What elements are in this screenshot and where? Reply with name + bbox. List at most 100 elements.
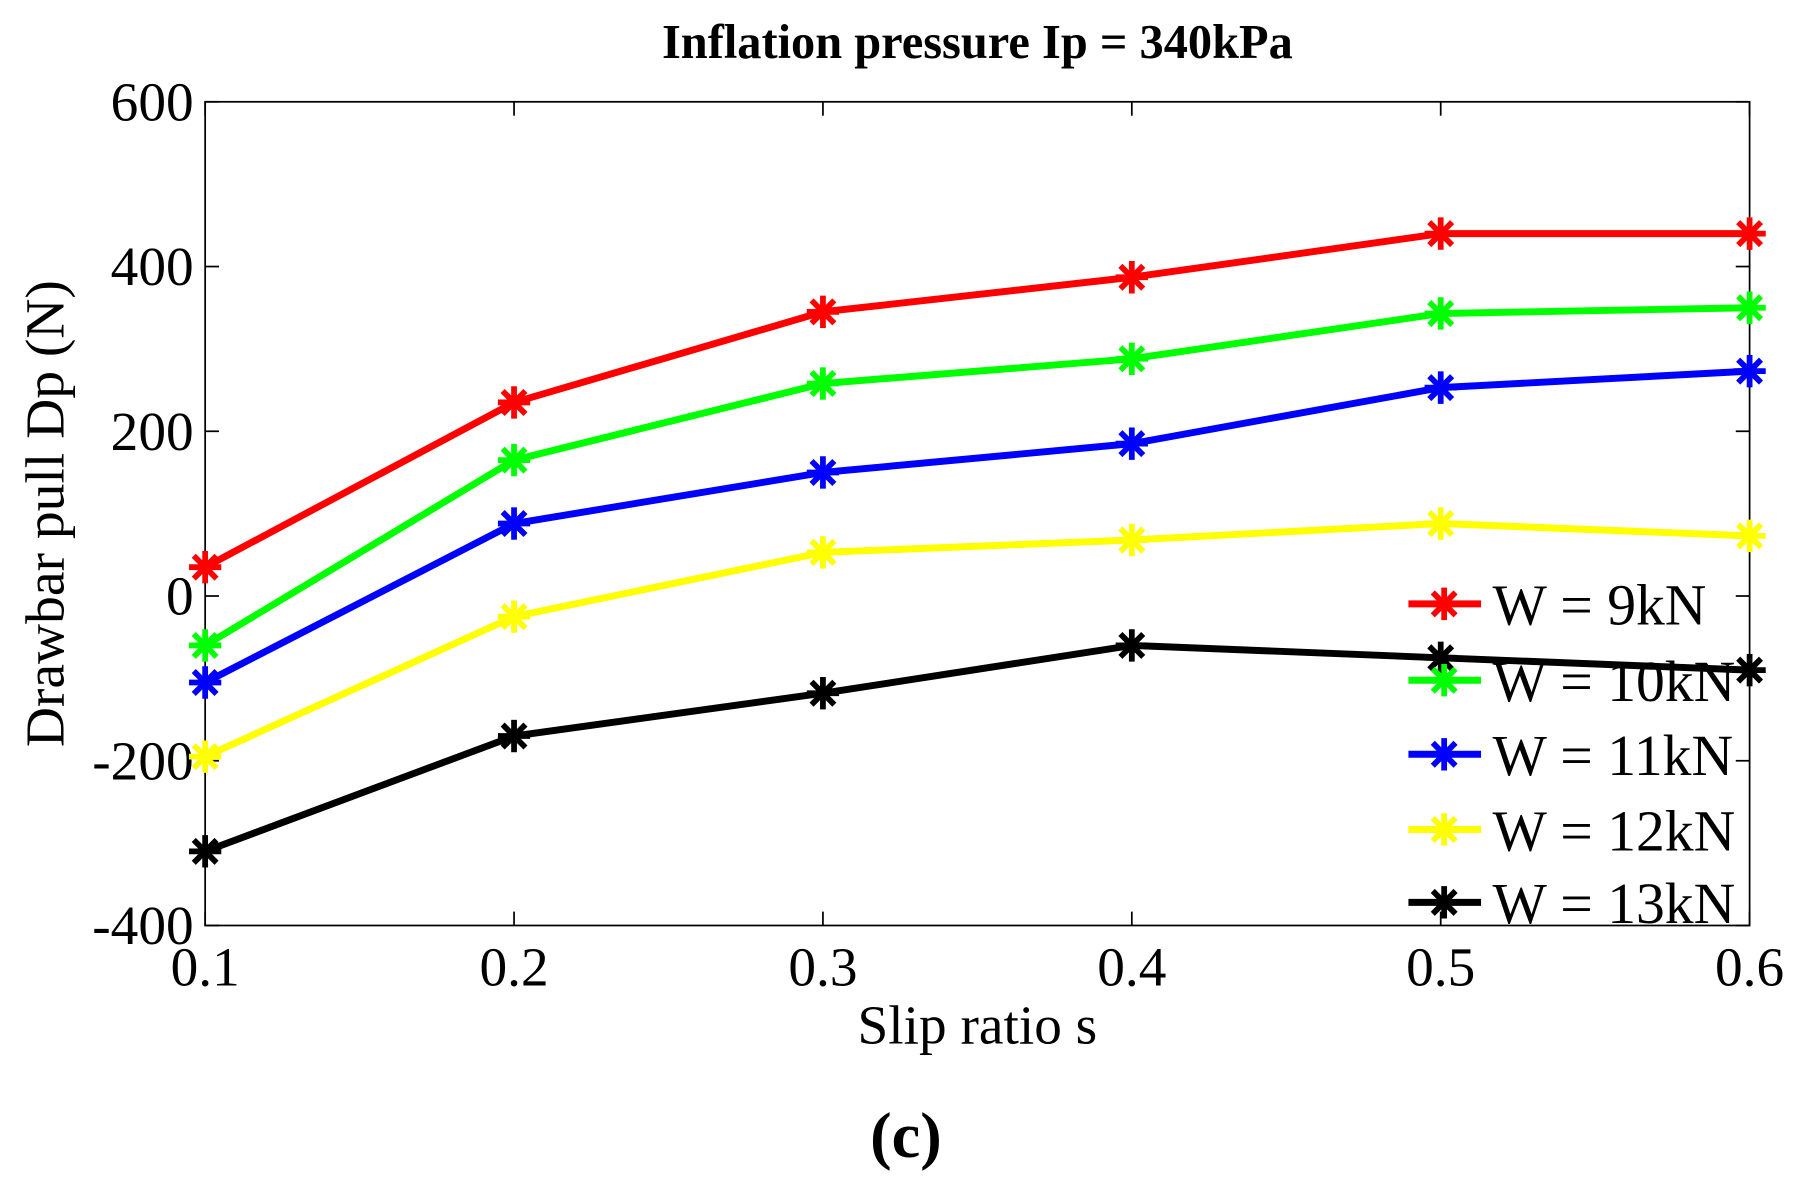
marker-stroke bbox=[809, 679, 837, 707]
chart-title: Inflation pressure Ip = 340kPa bbox=[662, 16, 1293, 69]
marker-stroke bbox=[1430, 888, 1458, 916]
marker-stroke bbox=[809, 538, 837, 566]
legend-item: W = 12kN bbox=[1408, 800, 1735, 863]
marker-stroke bbox=[809, 458, 837, 486]
y-tick-label: 0 bbox=[166, 565, 194, 626]
data-point bbox=[806, 536, 840, 569]
marker-stroke bbox=[1430, 590, 1458, 618]
marker-stroke bbox=[1427, 510, 1455, 538]
legend-marker bbox=[1428, 664, 1461, 697]
series-line bbox=[203, 367, 1750, 686]
marker-stroke bbox=[1427, 644, 1455, 672]
x-tick-label: 0.1 bbox=[171, 937, 240, 998]
data-point bbox=[497, 386, 531, 419]
series-w-12kn bbox=[189, 507, 1766, 773]
marker-stroke bbox=[1736, 357, 1764, 385]
figure-caption: (c) bbox=[870, 1099, 942, 1171]
x-tick-label: 0.3 bbox=[788, 937, 857, 998]
marker-stroke bbox=[500, 446, 528, 474]
data-point bbox=[189, 835, 222, 868]
marker-stroke bbox=[1430, 666, 1458, 694]
series-w-13kn bbox=[189, 629, 1766, 868]
data-point bbox=[1424, 507, 1457, 540]
plot-area-frame bbox=[204, 100, 1751, 927]
y-tick-label: 400 bbox=[111, 236, 194, 297]
marker-stroke bbox=[191, 669, 219, 697]
x-axis-label: Slip ratio s bbox=[858, 994, 1098, 1055]
marker-stroke bbox=[1736, 522, 1764, 550]
marker-stroke bbox=[1430, 815, 1458, 843]
data-point bbox=[806, 295, 840, 329]
legend-label: W = 9kN bbox=[1493, 575, 1707, 638]
x-tick-label: 0.4 bbox=[1097, 937, 1166, 998]
marker-stroke bbox=[500, 388, 528, 416]
series-line bbox=[203, 520, 1750, 760]
x-tick-label: 0.5 bbox=[1406, 937, 1475, 998]
data-point bbox=[497, 600, 531, 633]
legend-label: W = 13kN bbox=[1493, 873, 1736, 936]
x-tick-label: 0.6 bbox=[1715, 937, 1784, 998]
data-point bbox=[189, 666, 222, 699]
legend-item: W = 11kN bbox=[1408, 725, 1733, 788]
legend-marker bbox=[1428, 813, 1461, 846]
marker-stroke bbox=[1118, 631, 1146, 659]
data-point bbox=[1115, 342, 1148, 375]
marker-stroke bbox=[500, 603, 528, 631]
marker-stroke bbox=[1736, 656, 1764, 684]
marker-stroke bbox=[1430, 740, 1458, 768]
legend-item: W = 13kN bbox=[1408, 873, 1735, 936]
data-point bbox=[806, 677, 840, 710]
y-tick-label: 200 bbox=[111, 401, 194, 462]
marker-stroke bbox=[500, 510, 528, 538]
series-line bbox=[203, 304, 1750, 649]
data-point bbox=[1733, 291, 1766, 324]
data-point bbox=[189, 740, 222, 773]
marker-stroke bbox=[191, 837, 219, 865]
data-point bbox=[1115, 427, 1148, 460]
data-point bbox=[1115, 261, 1148, 294]
y-tick-label: -200 bbox=[92, 730, 193, 791]
data-point bbox=[1115, 523, 1148, 557]
marker-stroke bbox=[809, 370, 837, 398]
data-point bbox=[497, 719, 531, 753]
series-line bbox=[203, 641, 1750, 855]
legend-label: W = 10kN bbox=[1493, 651, 1736, 714]
marker-stroke bbox=[1427, 374, 1455, 402]
legend-label: W = 11kN bbox=[1493, 725, 1734, 788]
series-w-11kn bbox=[189, 354, 1766, 699]
legend-item: W = 9kN bbox=[1408, 575, 1706, 638]
data-point bbox=[1424, 297, 1457, 330]
legend-item: W = 10kN bbox=[1408, 651, 1735, 714]
marker-stroke bbox=[1736, 294, 1764, 322]
marker-stroke bbox=[191, 553, 219, 581]
series-w-9kn bbox=[189, 217, 1766, 584]
legend: W = 9kN W = 10kN W = 11kN W = 12kN W = 13kN bbox=[1408, 575, 1735, 936]
marker-stroke bbox=[191, 743, 219, 771]
y-tick-label: -400 bbox=[92, 895, 193, 956]
legend-marker bbox=[1428, 587, 1461, 621]
y-axis-label: Drawbar pull Dp (N) bbox=[14, 280, 75, 747]
legend-label: W = 12kN bbox=[1493, 800, 1736, 863]
data-point bbox=[497, 507, 531, 540]
data-point bbox=[1733, 653, 1766, 687]
series-line bbox=[203, 230, 1750, 571]
marker-stroke bbox=[191, 631, 219, 659]
data-point bbox=[1733, 354, 1766, 388]
data-point bbox=[1424, 371, 1457, 404]
y-tick-label: 600 bbox=[111, 71, 194, 132]
marker-stroke bbox=[1736, 220, 1764, 248]
data-point bbox=[1424, 641, 1457, 674]
data-point bbox=[806, 367, 840, 400]
marker-stroke bbox=[1118, 526, 1146, 554]
marker-stroke bbox=[809, 298, 837, 326]
legend-marker bbox=[1428, 886, 1461, 919]
data-point bbox=[189, 550, 222, 584]
marker-stroke bbox=[1118, 263, 1146, 291]
marker-stroke bbox=[1118, 430, 1146, 458]
data-point bbox=[806, 456, 840, 489]
data-point bbox=[1733, 519, 1766, 553]
x-tick-label: 0.2 bbox=[479, 937, 548, 998]
legend-marker bbox=[1428, 738, 1461, 771]
